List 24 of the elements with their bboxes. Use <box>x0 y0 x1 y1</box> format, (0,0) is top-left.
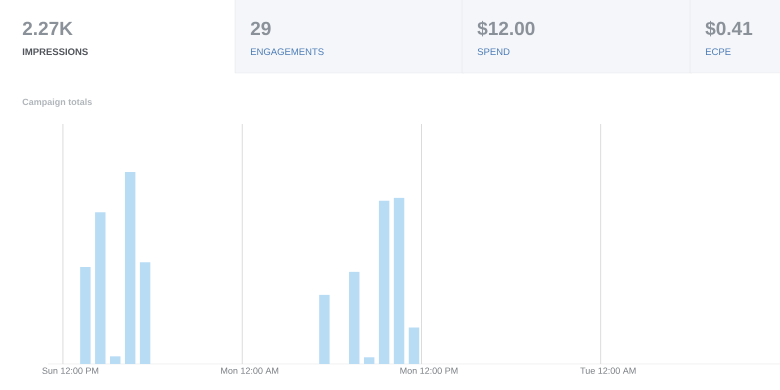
bar <box>140 262 150 364</box>
bar <box>408 328 420 364</box>
bar <box>394 198 404 364</box>
text: $0.41 <box>705 20 752 36</box>
text: SPEND <box>478 48 510 56</box>
bar <box>124 172 136 364</box>
x-tick-label: Sun 12:00 PM <box>42 368 98 374</box>
bar <box>378 200 390 364</box>
bar <box>80 267 91 364</box>
text: IMPRESSIONS <box>22 48 88 56</box>
text: 29 <box>250 22 271 36</box>
text: $12.00 <box>477 20 535 36</box>
text: 2.27K <box>22 22 73 35</box>
x-tick-label: Mon 12:00 AM <box>221 368 278 374</box>
bar <box>364 357 374 364</box>
text: ENGAGEMENTS <box>250 48 324 56</box>
text: ECPE <box>706 48 731 56</box>
x-tick-label: Tue 12:00 AM <box>580 368 636 374</box>
x-tick-label: Mon 12:00 PM <box>400 368 458 374</box>
bar <box>319 294 330 364</box>
bar <box>95 212 106 364</box>
bar <box>349 272 360 364</box>
bar <box>110 356 120 364</box>
chart-title: Campaign totals <box>22 98 92 107</box>
